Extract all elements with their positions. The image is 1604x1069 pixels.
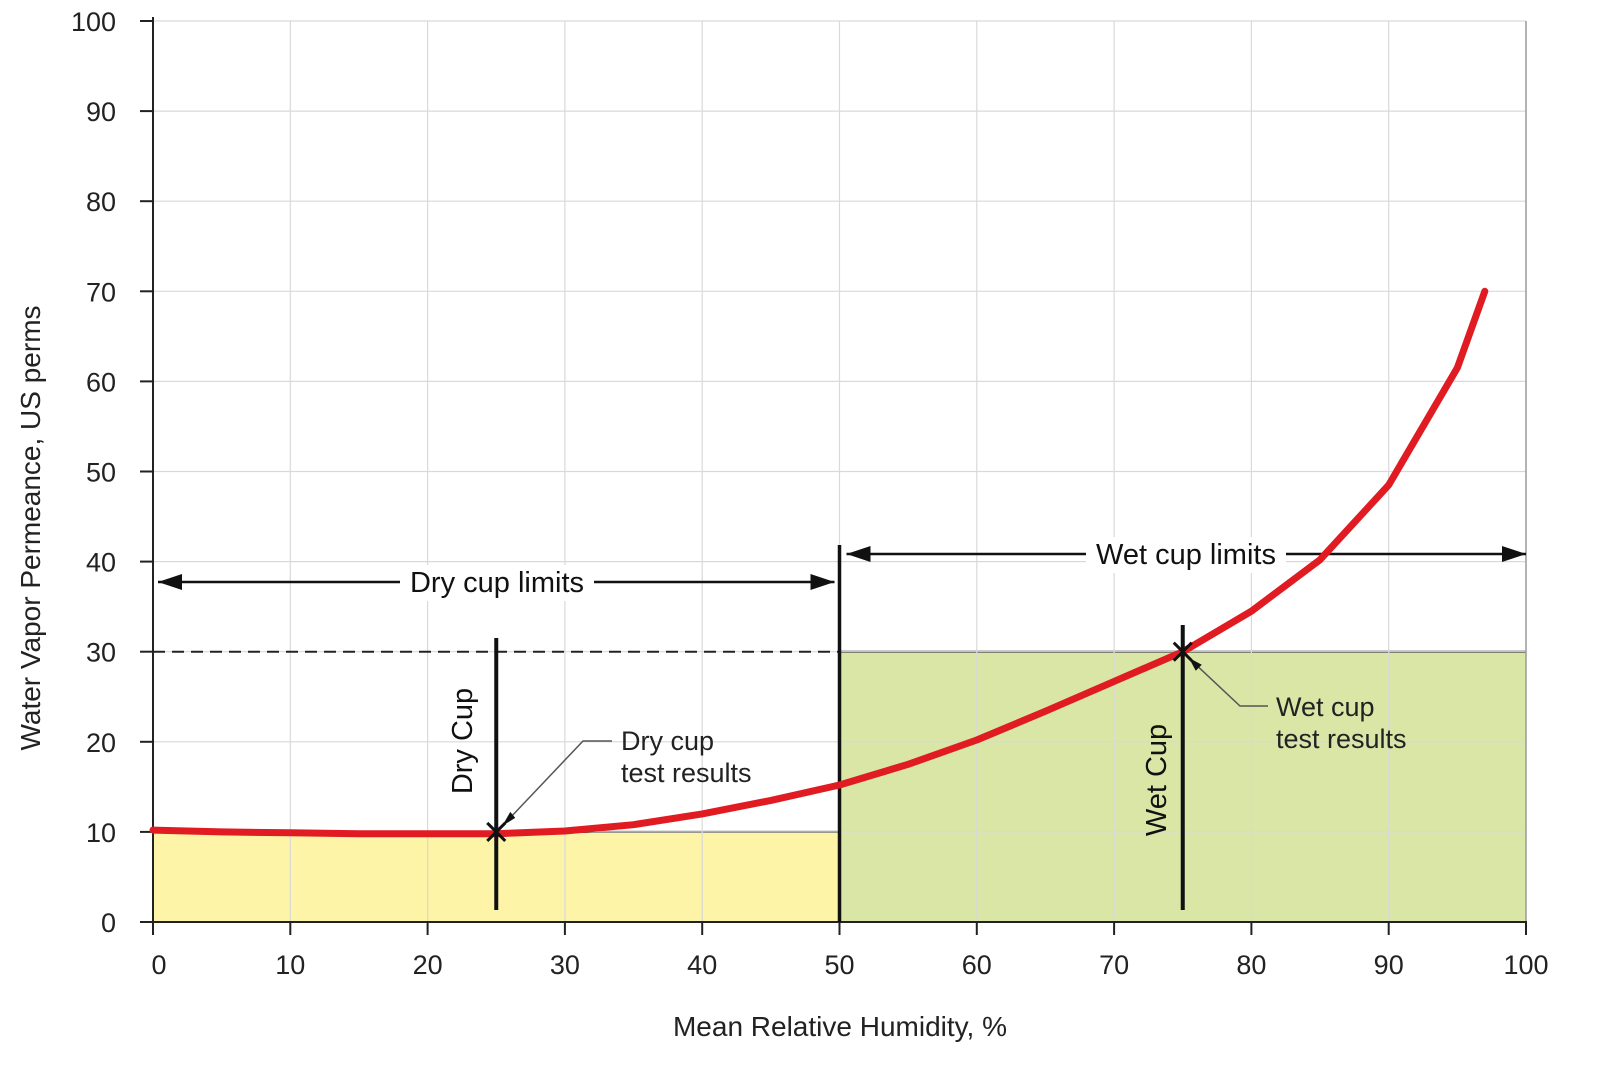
wet-cup-test-results-line-1: Wet cup [1276, 692, 1375, 722]
dry-cup-leader-head [502, 811, 516, 826]
dry-cup-label: Dry Cup [447, 688, 479, 794]
dry-limits-arrow-head-left [158, 574, 182, 590]
x-tick-label: 60 [962, 950, 992, 980]
y-tick-label: 50 [86, 458, 116, 488]
wet-cup-leader [1192, 661, 1268, 707]
annotations: Dry cup limits Wet cup limits Dry Cup We… [15, 305, 1407, 1042]
dry-cup-limits-label: Dry cup limits [410, 567, 584, 599]
y-tick-label: 30 [86, 638, 116, 668]
y-tick-label: 0 [101, 908, 116, 938]
wet-limits-label-bg [1086, 537, 1286, 573]
wet-cup-leader-head [1188, 657, 1202, 671]
wet-limits-arrow-head-left [846, 546, 871, 562]
y-tick-label: 70 [86, 277, 116, 307]
x-axis-title: Mean Relative Humidity, % [673, 1011, 1007, 1042]
y-axis-title: Water Vapor Permeance, US perms [15, 305, 46, 750]
permeance-curve [149, 287, 1489, 838]
y-tick-label: 40 [86, 548, 116, 578]
y-tick-label: 100 [71, 7, 116, 37]
x-tick-label: 0 [151, 950, 166, 980]
y-tick-label: 80 [86, 187, 116, 217]
x-tick-label: 100 [1503, 950, 1548, 980]
x-tick-label: 40 [687, 950, 717, 980]
y-tick-label: 20 [86, 728, 116, 758]
x-tick-label: 20 [413, 950, 443, 980]
tick-labels: 0 10 20 30 40 50 60 70 80 90 100 0 10 20 30 40 50 60 70 80 9… [71, 7, 1549, 980]
dry-limits-arrow-head-right [810, 574, 835, 590]
wet-cup-limits-label: Wet cup limits [1096, 539, 1276, 571]
wet-cup-x-marker-b [1172, 641, 1193, 662]
curve [149, 287, 1489, 838]
dry-cup-leader [505, 740, 612, 823]
x-tick-label: 10 [275, 950, 305, 980]
x-tick-label: 50 [824, 950, 854, 980]
dry-cup-test-results-line-1: Dry cup [621, 726, 714, 756]
y-tick-label: 90 [86, 97, 116, 127]
markers [486, 625, 1268, 910]
x-tick-label: 80 [1236, 950, 1266, 980]
y-tick-label: 60 [86, 367, 116, 397]
dry-cup-test-results-line-2: test results [621, 758, 752, 788]
wet-cup-label: Wet Cup [1141, 724, 1173, 836]
wet-cup-test-results-line-2: test results [1276, 724, 1407, 754]
x-tick-label: 30 [550, 950, 580, 980]
y-tick-label: 10 [86, 818, 116, 848]
x-tick-label: 90 [1374, 950, 1404, 980]
wet-limits-arrow-head-right [1502, 546, 1526, 562]
dry-limits-label-bg [399, 565, 595, 601]
x-tick-label: 70 [1099, 950, 1129, 980]
